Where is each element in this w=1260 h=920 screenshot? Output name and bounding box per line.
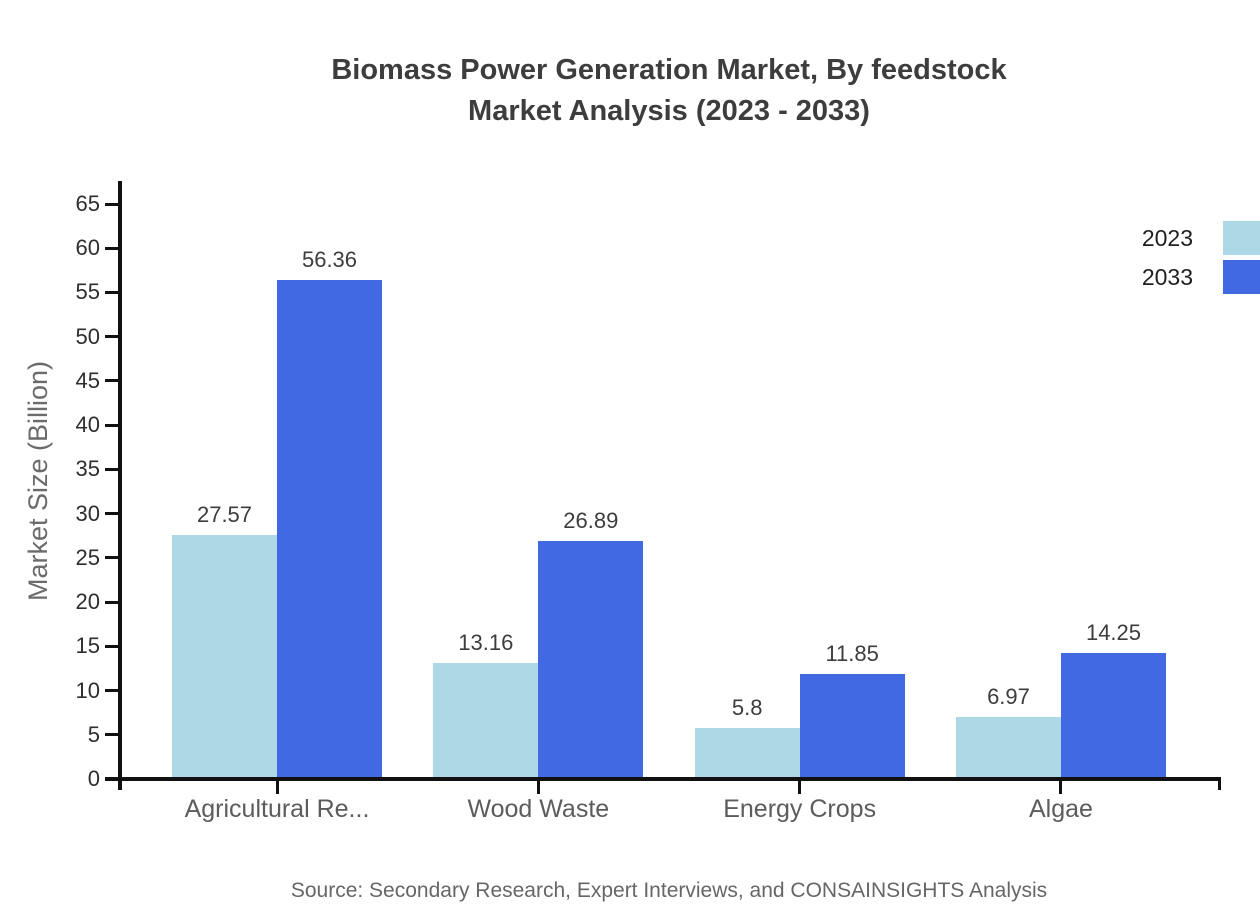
x-axis-category-label: Wood Waste: [467, 795, 610, 823]
bar-2023-energy-crops[interactable]: [694, 727, 800, 779]
bar-value-label: 11.85: [825, 641, 879, 667]
source-note: Source: Secondary Research, Expert Inter…: [290, 879, 1048, 902]
y-axis-tick-label: 20: [75, 589, 100, 615]
y-axis-tick-label: 5: [87, 721, 100, 747]
y-axis-tick-label: 65: [75, 191, 100, 216]
legend-swatch: [1223, 221, 1260, 255]
bar-2033-wood-waste[interactable]: [538, 541, 644, 779]
bar-value-label: 6.97: [987, 684, 1030, 710]
bar-value-label: 26.89: [563, 508, 619, 534]
y-axis-tick: [105, 689, 118, 693]
x-axis-end-tick: [1218, 777, 1221, 790]
legend-item-2033[interactable]: 2033: [1103, 260, 1260, 294]
y-axis-tick: [105, 512, 118, 516]
bar-value-label: 5.8: [731, 694, 763, 720]
y-axis-tick-label: 45: [75, 367, 100, 393]
y-axis-tick: [105, 246, 118, 250]
legend: 2023 2033: [1103, 221, 1260, 294]
bar-2023-agricultural-re[interactable]: [172, 535, 277, 779]
y-axis-tick: [105, 290, 118, 294]
y-axis-line: [118, 181, 122, 790]
y-axis-tick: [105, 467, 118, 471]
y-axis-tick: [105, 600, 118, 604]
bar-value-label: 56.36: [301, 247, 358, 273]
legend-label: 2023: [1141, 224, 1193, 251]
legend-label: 2033: [1141, 263, 1193, 290]
bar-2023-wood-waste[interactable]: [433, 662, 539, 779]
y-axis-tick-label: 10: [75, 677, 100, 703]
legend-item-2023[interactable]: 2023: [1103, 221, 1260, 255]
y-axis-tick: [105, 733, 118, 737]
chart-title-line2: Market Analysis (2023 - 2033): [468, 95, 870, 127]
y-axis-tick-label: 55: [75, 279, 100, 305]
y-axis-tick-label: 30: [75, 500, 100, 526]
y-axis-tick: [105, 556, 118, 560]
y-axis-tick: [105, 379, 118, 383]
bar-value-label: 27.57: [196, 502, 253, 528]
bar-value-label: 14.25: [1085, 619, 1142, 645]
x-axis-tick: [798, 781, 802, 794]
x-axis-category-label: Agricultural Re...: [184, 795, 370, 823]
x-axis-tick: [1059, 781, 1063, 794]
chart-title-line1: Biomass Power Generation Market, By feed…: [331, 54, 1007, 86]
chart-title: Biomass Power Generation Market, By feed…: [117, 50, 1221, 132]
bar-2033-agricultural-re[interactable]: [277, 280, 382, 779]
y-axis-tick: [105, 335, 118, 339]
y-axis-tick: [105, 202, 118, 206]
x-axis-category-label: Algae: [1029, 795, 1093, 823]
bar-2023-algae[interactable]: [955, 717, 1061, 779]
y-axis-tick-label: 0: [87, 766, 100, 791]
y-axis-tick-label: 15: [75, 633, 100, 659]
bar-value-label: 13.16: [458, 629, 514, 655]
y-axis-tick: [105, 423, 118, 427]
x-axis-category-label: Energy Crops: [723, 795, 877, 823]
legend-swatch: [1223, 260, 1260, 294]
y-axis-tick-label: 35: [75, 456, 100, 482]
y-axis-tick-label: 60: [75, 235, 100, 261]
bar-2033-algae[interactable]: [1060, 652, 1166, 779]
bar-2033-energy-crops[interactable]: [799, 674, 905, 779]
y-axis-tick: [105, 644, 118, 648]
y-axis-tick-label: 40: [75, 412, 100, 438]
x-axis-tick: [275, 781, 279, 794]
y-axis-tick-label: 50: [75, 323, 100, 349]
x-axis-tick: [536, 781, 540, 794]
x-axis-line: [105, 777, 1221, 781]
y-axis-tick-label: 25: [75, 544, 100, 570]
